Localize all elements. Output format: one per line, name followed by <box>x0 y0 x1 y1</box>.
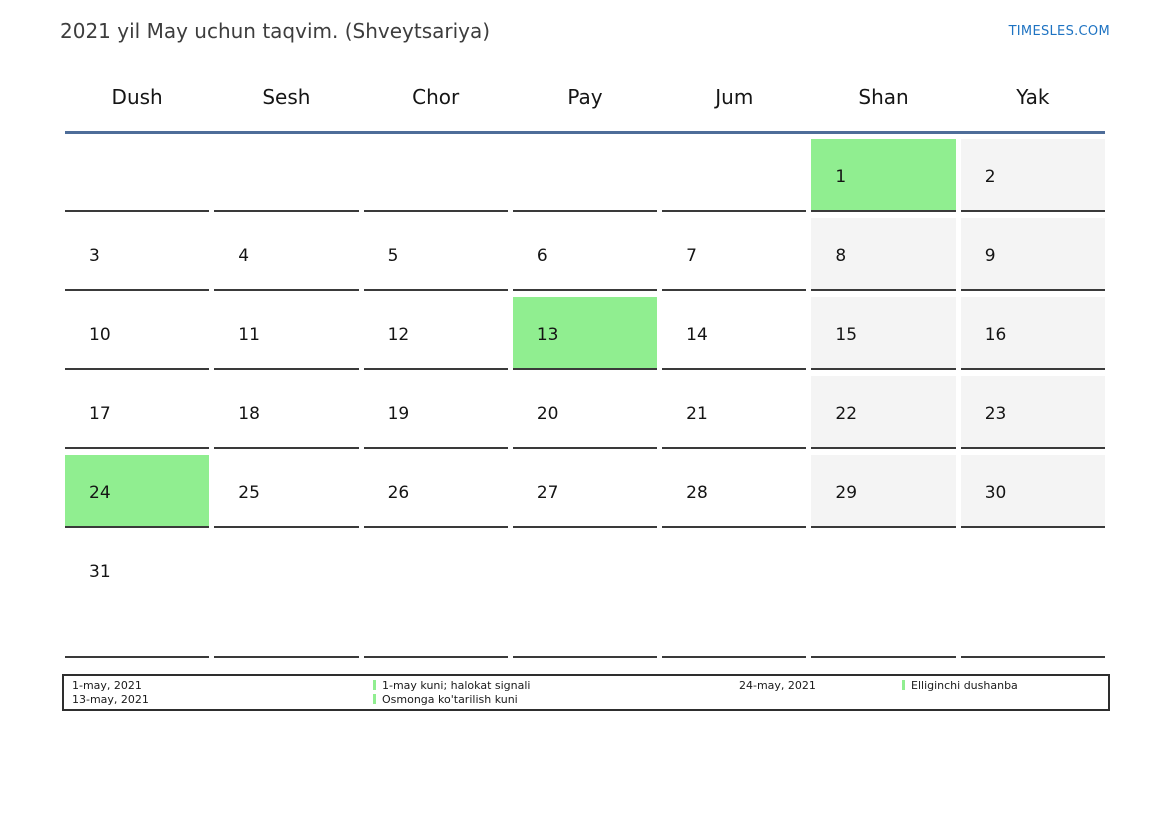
day-cell-8: 8 <box>811 218 956 291</box>
page-title: 2021 yil May uchun taqvim. (Shveytsariya… <box>60 19 491 43</box>
legend-name-line-2: Osmonga ko'tarilish kuni <box>373 693 530 707</box>
day-cell-empty <box>363 139 508 212</box>
legend-date-2: 13-may, 2021 <box>72 692 149 706</box>
day-cell-6: 6 <box>512 218 658 291</box>
weekday-header-row: Dush Sesh Chor Pay Jum Shan Yak <box>65 85 1105 109</box>
legend-name-line-1: 1-may kuni; halokat signali <box>373 679 530 693</box>
day-cell-11: 11 <box>214 297 359 370</box>
weekday-header-yak: Yak <box>1016 85 1050 109</box>
day-cell-5: 5 <box>363 218 508 291</box>
day-cell-22: 22 <box>811 376 956 449</box>
day-cell-2: 2 <box>960 139 1105 212</box>
day-cell-23: 23 <box>960 376 1105 449</box>
day-cell-31: 31 <box>65 534 210 658</box>
legend-name-3: Elliginchi dushanba <box>911 679 1018 692</box>
day-cell-empty <box>214 139 359 212</box>
day-cell-12: 12 <box>363 297 508 370</box>
day-cell-empty <box>214 534 359 658</box>
day-cell-empty <box>662 534 807 658</box>
day-cell-25: 25 <box>214 455 359 528</box>
weekday-header-shan: Shan <box>858 85 909 109</box>
day-cell-empty <box>811 534 956 658</box>
day-cell-empty <box>363 534 508 658</box>
legend-name-2: Osmonga ko'tarilish kuni <box>382 692 518 706</box>
day-cell-17: 17 <box>65 376 210 449</box>
day-cell-14: 14 <box>662 297 807 370</box>
legend-marker-icon <box>902 680 905 690</box>
day-cell-26: 26 <box>363 455 508 528</box>
weekday-header-pay: Pay <box>567 85 603 109</box>
day-cell-empty <box>662 139 807 212</box>
day-cell-16: 16 <box>960 297 1105 370</box>
calendar-grid: 1 2 3 4 5 6 7 8 9 10 11 12 13 14 15 16 17 18 19 20 21 22 23 24 2… <box>65 139 1105 658</box>
day-cell-15: 15 <box>811 297 956 370</box>
day-cell-empty <box>512 139 658 212</box>
day-cell-29: 29 <box>811 455 956 528</box>
day-cell-3: 3 <box>65 218 210 291</box>
brand-link[interactable]: TIMESLES.COM <box>1008 24 1110 39</box>
day-cell-empty <box>65 139 210 212</box>
day-cell-10: 10 <box>65 297 210 370</box>
day-cell-13: 13 <box>512 297 658 370</box>
legend-name-right: Elliginchi dushanba <box>902 679 1018 693</box>
day-cell-24: 24 <box>65 455 210 528</box>
legend-marker-icon <box>373 693 376 704</box>
legend-dates-left: 1-may, 2021 13-may, 2021 <box>72 679 149 706</box>
day-cell-18: 18 <box>214 376 359 449</box>
weekday-header-dush: Dush <box>111 85 163 109</box>
day-cell-1: 1 <box>811 139 956 212</box>
day-cell-7: 7 <box>662 218 807 291</box>
legend-date-right: 24-may, 2021 <box>739 679 816 692</box>
day-cell-9: 9 <box>960 218 1105 291</box>
day-cell-28: 28 <box>662 455 807 528</box>
legend-names-left: 1-may kuni; halokat signali Osmonga ko't… <box>373 679 530 706</box>
day-cell-20: 20 <box>512 376 658 449</box>
weekday-header-jum: Jum <box>715 85 754 109</box>
legend-date-1: 1-may, 2021 <box>72 679 142 692</box>
day-cell-30: 30 <box>960 455 1105 528</box>
day-cell-21: 21 <box>662 376 807 449</box>
weekday-header-sesh: Sesh <box>262 85 311 109</box>
day-cell-4: 4 <box>214 218 359 291</box>
day-cell-19: 19 <box>363 376 508 449</box>
legend-marker-icon <box>373 680 376 690</box>
day-cell-empty <box>960 534 1105 658</box>
day-cell-empty <box>512 534 658 658</box>
day-cell-27: 27 <box>512 455 658 528</box>
calendar-top-divider <box>65 131 1105 134</box>
weekday-header-chor: Chor <box>412 85 460 109</box>
legend-name-1: 1-may kuni; halokat signali <box>382 679 531 692</box>
legend-box: 1-may, 2021 13-may, 2021 1-may kuni; hal… <box>62 674 1110 711</box>
